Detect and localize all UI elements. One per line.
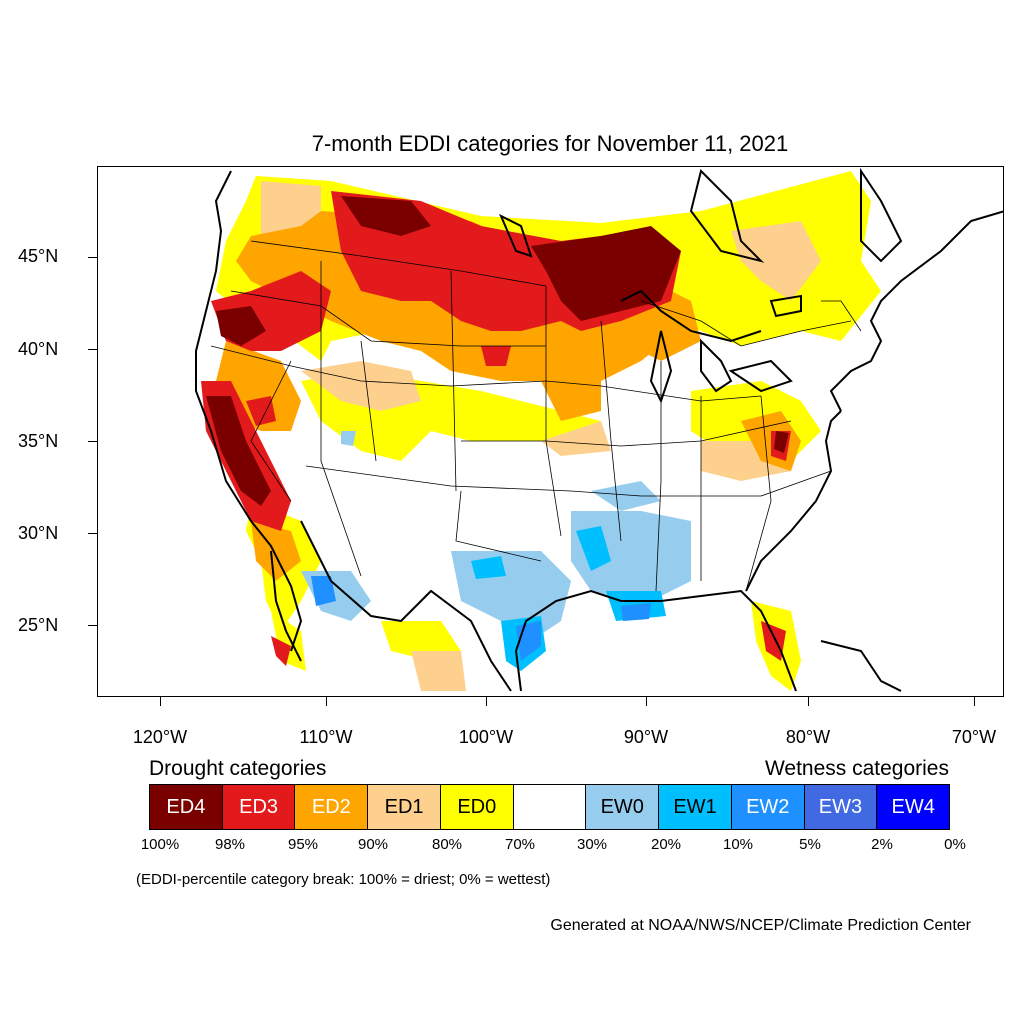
lon-label-110: 110°W <box>299 727 353 747</box>
lat-label-45: 45°N <box>18 246 59 266</box>
pct-break: 5% <box>799 836 821 853</box>
legend-ew1: EW1 <box>659 785 732 829</box>
lat-label-25: 25°N <box>18 615 59 635</box>
credit-line: Generated at NOAA/NWS/NCEP/Climate Predi… <box>550 917 971 934</box>
lon-label-90: 90°W <box>623 727 669 747</box>
legend-ed2: ED2 <box>295 785 369 829</box>
pct-break: 95% <box>287 836 319 853</box>
lat-tick <box>88 625 97 626</box>
ew2-regions <box>311 576 651 661</box>
lon-tick <box>974 697 975 706</box>
pct-break: 70% <box>504 836 536 853</box>
lon-tick <box>808 697 809 706</box>
lat-label-35: 35°N <box>18 431 59 451</box>
pct-break: 20% <box>650 836 682 853</box>
map-panel <box>97 166 1004 697</box>
lon-label-120: 120°W <box>132 727 188 747</box>
ed4-regions <box>206 196 789 506</box>
state-boundaries <box>210 240 862 592</box>
legend-ed0: ED0 <box>440 785 514 829</box>
pct-break: 80% <box>431 836 463 853</box>
pct-break: 10% <box>722 836 754 853</box>
legend-ew4: EW4 <box>877 785 950 829</box>
pct-break: 98% <box>214 836 246 853</box>
lat-tick <box>88 257 97 258</box>
lat-tick <box>88 533 97 534</box>
lon-tick <box>160 697 161 706</box>
lon-tick <box>486 697 487 706</box>
legend-ed4: ED4 <box>150 785 223 829</box>
pct-break: 90% <box>357 836 389 853</box>
category-legend: ED4 ED3 ED2 ED1 ED0 EW0 EW1 EW2 EW3 EW4 <box>149 784 950 830</box>
pct-break: 100% <box>140 836 180 853</box>
legend-ew3: EW3 <box>804 785 878 829</box>
legend-ed1: ED1 <box>368 785 441 829</box>
coastlines <box>195 167 1003 692</box>
lat-label-30: 30°N <box>18 523 59 543</box>
lon-label-100: 100°W <box>458 727 514 747</box>
legend-ew2: EW2 <box>731 785 805 829</box>
wetness-heading: Wetness categories <box>764 757 949 780</box>
lat-tick <box>88 441 97 442</box>
lon-tick <box>646 697 647 706</box>
pct-break: 0% <box>944 836 966 853</box>
category-breaks-note: (EDDI-percentile category break: 100% = … <box>136 871 551 888</box>
legend-ed3: ED3 <box>222 785 296 829</box>
lat-label-40: 40°N <box>18 339 59 359</box>
lon-tick <box>326 697 327 706</box>
legend-ew0: EW0 <box>586 785 660 829</box>
legend-neutral <box>513 785 587 829</box>
map-title: 7-month EDDI categories for November 11,… <box>311 131 789 156</box>
eddi-map <box>195 167 1003 692</box>
lon-label-80: 80°W <box>785 727 831 747</box>
pct-break: 30% <box>576 836 608 853</box>
drought-heading: Drought categories <box>149 757 327 780</box>
lat-tick <box>88 349 97 350</box>
lon-label-70: 70°W <box>951 727 997 747</box>
pct-break: 2% <box>871 836 893 853</box>
